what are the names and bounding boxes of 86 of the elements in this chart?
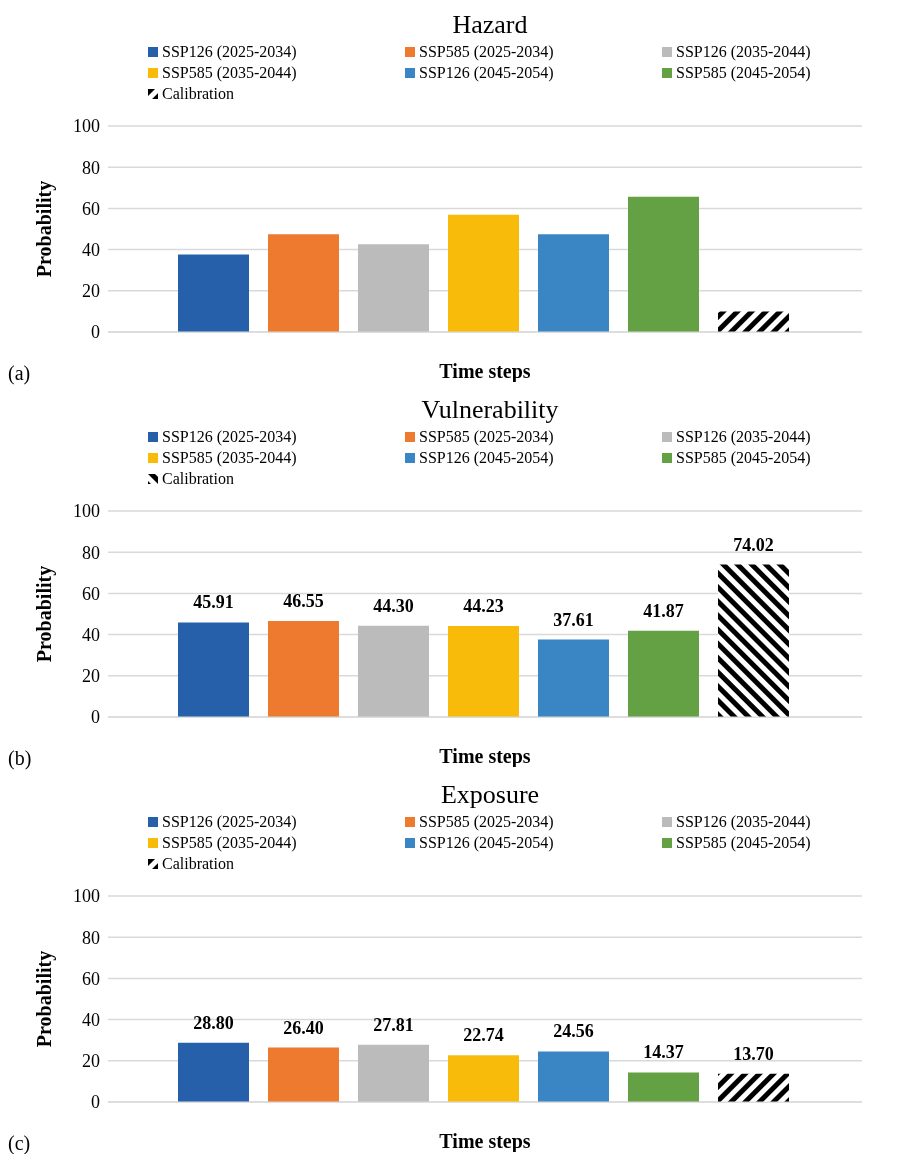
y-tick-label: 0 (91, 707, 100, 728)
y-tick-label: 60 (82, 968, 100, 989)
bar (448, 1055, 519, 1102)
chart-title: Vulnerability (420, 394, 560, 426)
data-label: 45.91 (193, 592, 234, 613)
bar (268, 621, 339, 717)
x-axis-title: Time steps (439, 745, 531, 768)
text: (b) (8, 747, 32, 770)
text: (c) (8, 1132, 31, 1154)
data-label: 14.37 (643, 1042, 684, 1063)
bar (718, 311, 789, 332)
data-label: 24.56 (553, 1021, 594, 1042)
y-tick-label: 60 (82, 583, 100, 604)
data-label: 74.02 (733, 534, 774, 555)
y-tick-label: 80 (82, 157, 100, 178)
legend-label: SSP126 (2025-2034) (162, 813, 297, 831)
data-label: 46.55 (283, 591, 324, 612)
y-tick-label: 0 (91, 1092, 100, 1113)
y-tick-label: 40 (82, 239, 100, 260)
legend-label: Calibration (162, 85, 234, 103)
bar (448, 625, 519, 717)
chart-title: Exposure (439, 779, 541, 811)
bar (628, 196, 699, 332)
data-label: 22.74 (463, 1025, 504, 1046)
bar (178, 254, 249, 332)
data-label: 27.81 (373, 1014, 414, 1035)
y-tick-label: 60 (82, 198, 100, 219)
x-axis-title: Time steps (439, 360, 531, 383)
y-tick-label: 100 (73, 116, 100, 137)
legend-label: SSP126 (2045-2054) (419, 834, 554, 852)
y-tick-label: 0 (91, 322, 100, 343)
text: (a) (8, 362, 31, 385)
y-tick-label: 100 (73, 501, 100, 522)
y-tick-label: 80 (82, 542, 100, 563)
bar (358, 625, 429, 717)
y-tick-label: 40 (82, 624, 100, 645)
bar (268, 234, 339, 332)
legend-label: SSP126 (2045-2054) (419, 64, 554, 82)
data-label: 37.61 (553, 609, 594, 630)
bar (718, 1073, 789, 1102)
data-label: 44.30 (373, 595, 414, 616)
legend-label: SSP585 (2035-2044) (162, 449, 297, 467)
bar (358, 244, 429, 332)
data-label: 28.80 (193, 1012, 234, 1033)
bar (268, 1047, 339, 1102)
bar (178, 622, 249, 717)
legend-label: SSP126 (2035-2044) (676, 43, 811, 61)
bar (538, 1051, 609, 1102)
bar (538, 639, 609, 717)
y-axis-title: Probability (33, 950, 57, 1048)
legend-label: SSP585 (2035-2044) (162, 64, 297, 82)
legend-label: SSP126 (2025-2034) (162, 43, 297, 61)
bar (538, 234, 609, 332)
y-tick-label: 20 (82, 1051, 100, 1072)
data-label: 13.70 (733, 1043, 774, 1064)
legend-label: SSP585 (2045-2054) (676, 449, 811, 467)
y-axis-title: Probability (33, 180, 57, 278)
bar (718, 564, 789, 717)
bar (178, 1042, 249, 1102)
data-label: 26.40 (283, 1017, 324, 1038)
legend-label: SSP585 (2035-2044) (162, 834, 297, 852)
legend-label: Calibration (162, 855, 234, 873)
data-label: 44.23 (463, 595, 504, 616)
x-axis-title: Time steps (439, 1130, 531, 1153)
legend-label: SSP585 (2025-2034) (419, 813, 554, 831)
bar (448, 214, 519, 332)
data-label: 41.87 (643, 600, 684, 621)
y-tick-label: 40 (82, 1009, 100, 1030)
legend-label: SSP126 (2035-2044) (676, 813, 811, 831)
legend-label: SSP585 (2025-2034) (419, 428, 554, 446)
legend-label: SSP585 (2045-2054) (676, 834, 811, 852)
legend-label: SSP585 (2045-2054) (676, 64, 811, 82)
y-tick-label: 20 (82, 666, 100, 687)
bar (358, 1044, 429, 1102)
chart-title: Hazard (451, 9, 529, 41)
legend-label: SSP126 (2025-2034) (162, 428, 297, 446)
y-tick-label: 100 (73, 886, 100, 907)
y-tick-label: 80 (82, 927, 100, 948)
y-axis-title: Probability (33, 565, 57, 663)
legend-label: Calibration (162, 470, 234, 488)
bar (628, 630, 699, 717)
bar (628, 1072, 699, 1102)
legend-label: SSP126 (2045-2054) (419, 449, 554, 467)
legend-label: SSP126 (2035-2044) (676, 428, 811, 446)
legend-label: SSP585 (2025-2034) (419, 43, 554, 61)
y-tick-label: 20 (82, 281, 100, 302)
